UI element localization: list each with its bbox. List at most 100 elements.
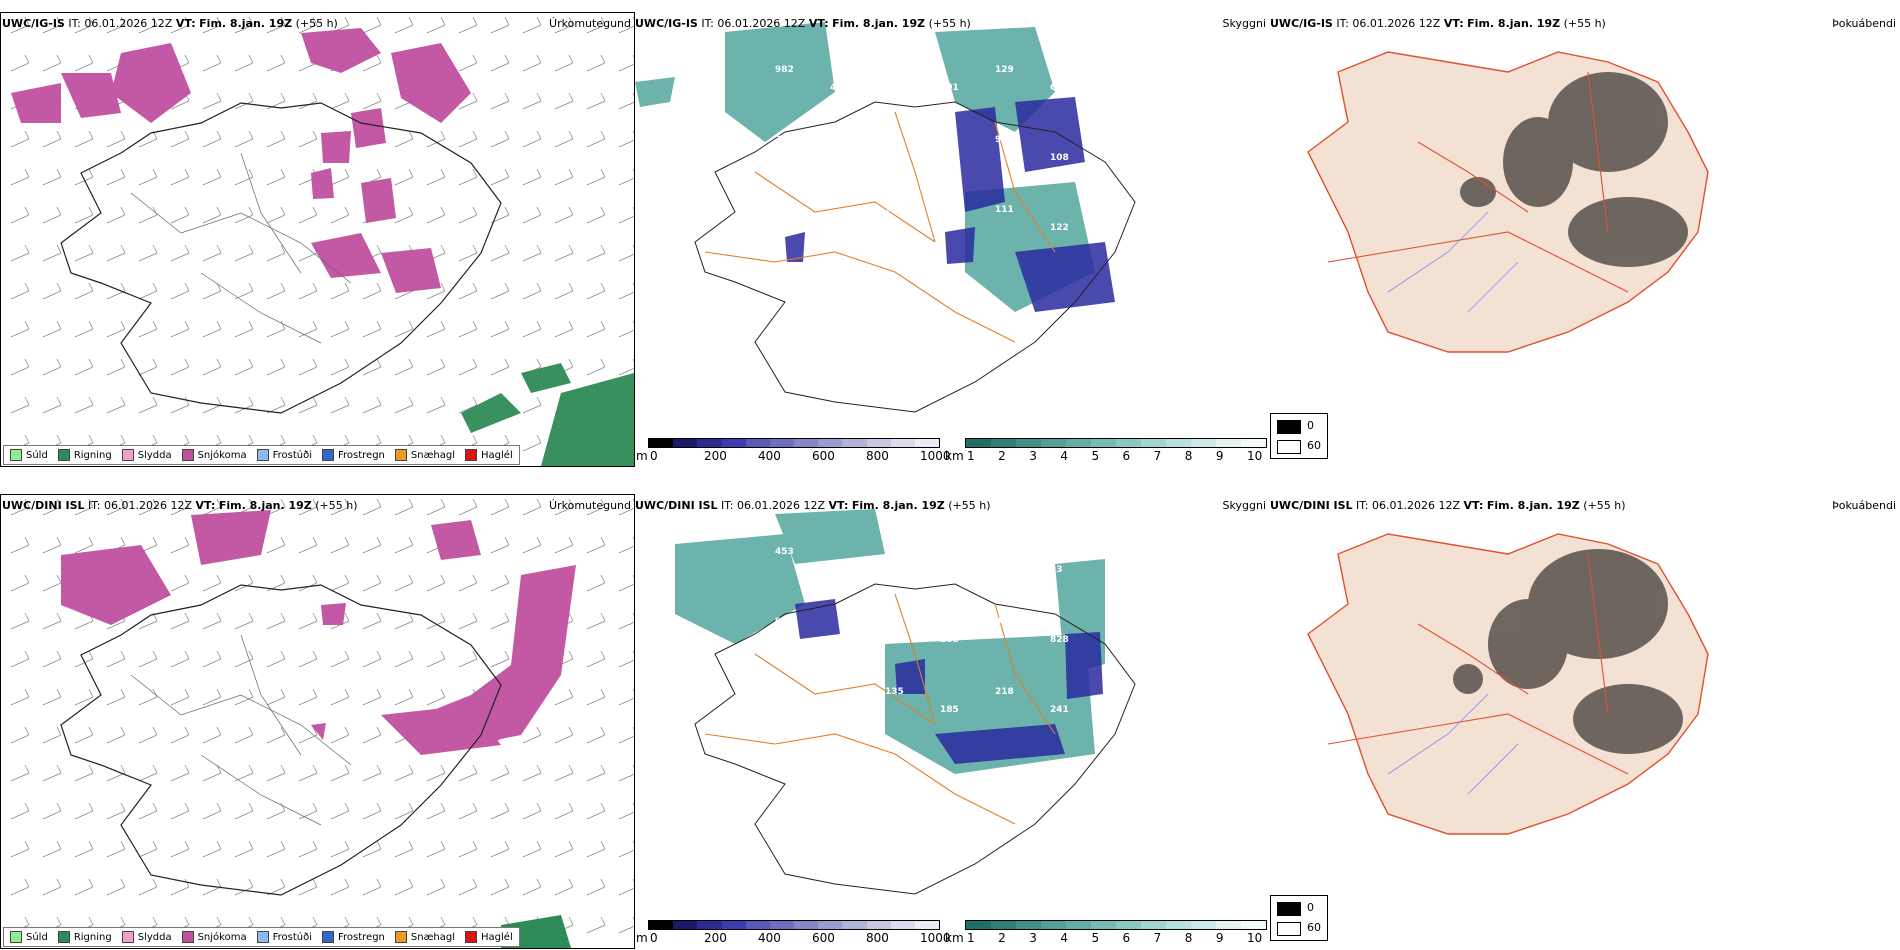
wind-barb — [170, 16, 190, 34]
wind-barb — [234, 878, 254, 896]
wind-barb — [234, 574, 254, 592]
wind-barb — [330, 358, 350, 376]
wind-barb — [42, 206, 62, 224]
wind-barb — [362, 764, 382, 782]
wind-barb — [490, 282, 510, 300]
legend-label: Snjókoma — [197, 449, 247, 461]
wind-barb — [490, 764, 510, 782]
wind-barb — [202, 206, 222, 224]
wind-barb — [554, 16, 574, 34]
valid-time: Fim. 8.jan. 19Z — [1486, 499, 1580, 512]
wind-barb — [266, 802, 286, 820]
wind-barb — [522, 764, 542, 782]
wind-barb — [586, 726, 606, 744]
wind-barb — [330, 206, 350, 224]
wind-barb — [362, 612, 382, 630]
wind-barb — [42, 282, 62, 300]
wind-barb — [586, 320, 606, 338]
legend-item: Rigning — [57, 449, 112, 461]
wind-barb — [234, 688, 254, 706]
fog-map-row2 — [1307, 533, 1709, 835]
wind-barb — [74, 764, 94, 782]
wind-barb — [106, 802, 126, 820]
init-time: 06.01.2026 12Z — [1352, 17, 1441, 30]
wind-barb — [10, 802, 30, 820]
lead-time: (+55 h) — [928, 17, 971, 30]
legend-label: Snæhagl — [410, 449, 456, 461]
panel-title: UWC/DINI ISL IT: 06.01.2026 12Z VT: Fim.… — [2, 499, 358, 512]
cloudbase-label: 440 — [885, 547, 904, 557]
wind-barb — [362, 282, 382, 300]
wind-barb — [266, 650, 286, 668]
scale-tick: 1000 — [920, 931, 951, 945]
wind-barb — [10, 650, 30, 668]
wind-barb — [394, 802, 414, 820]
wind-barb — [554, 726, 574, 744]
wind-barb — [170, 726, 190, 744]
wind-barb — [106, 726, 126, 744]
field-name: Úrkomutegund — [549, 499, 631, 512]
legend-swatch — [121, 931, 134, 943]
wind-barb — [10, 840, 30, 858]
legend-label: Súld — [26, 931, 48, 943]
wind-barb — [394, 16, 414, 34]
wind-barb — [522, 168, 542, 186]
scale-tick: 800 — [866, 931, 889, 945]
cloudbase-label: 61 — [995, 547, 1008, 557]
wind-barb — [234, 130, 254, 148]
rain-areas — [461, 363, 634, 466]
rivers — [1387, 693, 1519, 795]
valid-time: Fim. 8.jan. 19Z — [851, 499, 945, 512]
scale-tick: 200 — [704, 931, 727, 945]
wind-barb — [522, 54, 542, 72]
model-name: UWC/DINI ISL — [635, 499, 718, 512]
fog-shading — [1460, 72, 1688, 267]
wind-barb — [170, 498, 190, 516]
wind-barb — [266, 396, 286, 414]
cloudbase-label: 84 — [940, 223, 953, 233]
iceland-coastline — [694, 583, 1136, 895]
cloudbase-label: 225 — [775, 135, 794, 145]
wind-barb — [10, 16, 30, 34]
wind-barb — [298, 878, 318, 896]
colorbar-cell — [966, 439, 991, 447]
wind-barb — [106, 168, 126, 186]
colorbar-cell — [1016, 439, 1041, 447]
wind-barb — [170, 574, 190, 592]
wind-barb — [10, 396, 30, 414]
wind-barb — [74, 168, 94, 186]
wind-barb — [138, 802, 158, 820]
colorbar-cell — [818, 921, 843, 929]
wind-barb — [234, 282, 254, 300]
scale-tick: 0 — [650, 931, 658, 945]
wind-barb — [10, 536, 30, 554]
wind-barb — [362, 536, 382, 554]
colorbar-cell — [842, 439, 867, 447]
wind-barb — [202, 92, 222, 110]
colorbar-cell — [1116, 921, 1141, 929]
cloudbase-scale-labels: m 0 200 400 600 800 1000 — [636, 449, 956, 465]
wind-barb — [586, 92, 606, 110]
wind-barb — [202, 612, 222, 630]
snow-areas — [11, 28, 471, 293]
wind-barb — [42, 840, 62, 858]
wind-barb — [490, 54, 510, 72]
wind-barb — [394, 574, 414, 592]
wind-barb — [202, 650, 222, 668]
wind-barb — [170, 840, 190, 858]
wind-barb — [618, 358, 634, 376]
legend-item: Frostúði — [256, 449, 312, 461]
wind-barb — [170, 282, 190, 300]
wind-barb — [618, 92, 634, 110]
wind-barb — [42, 54, 62, 72]
wind-barb — [202, 726, 222, 744]
precip-legend: Súld Rigning Slydda Snjókoma Frostúði Frostre… — [3, 445, 520, 465]
wind-barb — [554, 168, 574, 186]
wind-barb — [426, 840, 446, 858]
it-label: IT: — [1356, 499, 1369, 512]
wind-barb — [106, 688, 126, 706]
colorbar-cell — [1216, 439, 1241, 447]
wind-barb — [618, 16, 634, 34]
wind-barb — [106, 878, 126, 896]
wind-barb — [138, 498, 158, 516]
